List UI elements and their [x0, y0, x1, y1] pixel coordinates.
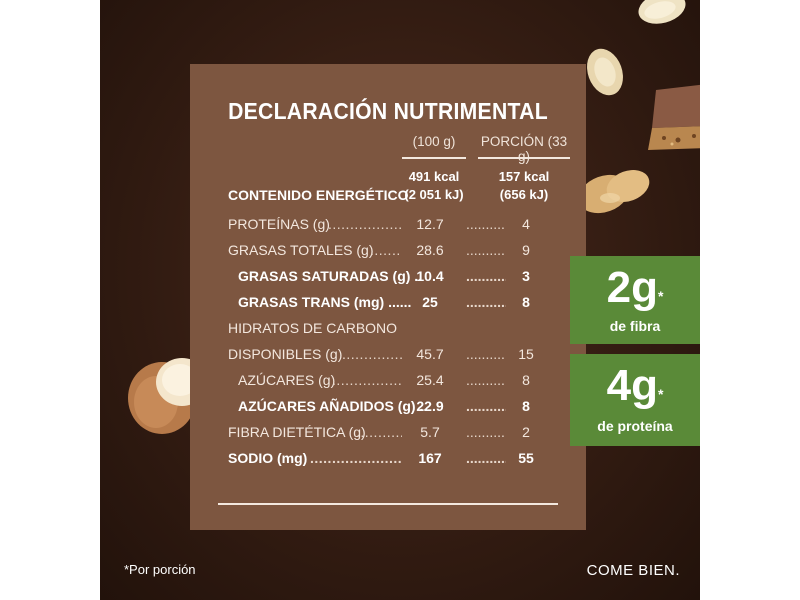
nutrient-label: PROTEÍNAS (g)	[228, 216, 330, 232]
nutrient-value-portion: 8	[522, 372, 530, 388]
nutrient-label: GRASAS TRANS (mg) ......	[238, 294, 412, 310]
nutrient-value-portion: 9	[522, 242, 530, 258]
energy-value-portion: 157 kcal (656 kJ)	[480, 168, 568, 204]
nutrient-row: GRASAS SATURADAS (g) .. 10.4 ...........…	[228, 264, 558, 288]
panel-bottom-rule	[218, 503, 558, 505]
nutrient-value-100g: 45.7	[416, 346, 444, 362]
nutrient-row: AZÚCARES (g) ....................... 25.…	[228, 368, 558, 392]
column-header-100g: (100 g)	[412, 134, 456, 149]
fiber-badge-value: 2g	[606, 263, 658, 312]
nutrient-label: SODIO (mg)	[228, 450, 308, 466]
nutrient-label: AZÚCARES AÑADIDOS (g) ..	[238, 398, 428, 414]
dot-leader: ..............	[466, 216, 506, 232]
nutrient-value-portion: 55	[518, 450, 534, 466]
nutrition-panel: DECLARACIÓN NUTRIMENTAL (100 g) PORCIÓN …	[190, 64, 586, 530]
protein-badge-mark: *	[657, 386, 664, 402]
energy-kcal-portion: 157 kcal	[498, 169, 550, 184]
nutrient-row: GRASAS TOTALES (g) .......... 28.6 .....…	[228, 238, 558, 262]
nutrient-value-100g: 25	[422, 294, 438, 310]
dot-leader: ..............	[466, 242, 506, 258]
nutrient-value-100g: 12.7	[416, 216, 444, 232]
nutrient-value-100g: 25.4	[416, 372, 444, 388]
nutrient-value-portion: 4	[522, 216, 530, 232]
nutrient-label: GRASAS TOTALES (g)	[228, 242, 374, 258]
dot-leader: ..........	[370, 242, 402, 258]
energy-kj-100g: (2 051 kJ)	[404, 187, 464, 202]
nutrient-value-100g: 10.4	[416, 268, 444, 284]
nutrient-label: DISPONIBLES (g)	[228, 346, 343, 362]
nutrient-row: PROTEÍNAS (g) ....................... 12…	[228, 212, 558, 236]
energy-kcal-100g: 491 kcal	[408, 169, 460, 184]
protein-badge-text: de proteína	[597, 418, 673, 434]
column-divider	[402, 157, 466, 159]
dot-leader: ...............	[356, 424, 402, 440]
nutrient-label: FIBRA DIETÉTICA (g)	[228, 424, 366, 440]
nutrient-row: AZÚCARES AÑADIDOS (g) .. 22.9 ..........…	[228, 394, 558, 418]
nutrient-value-portion: 8	[522, 398, 530, 414]
fiber-badge-text: de fibra	[609, 318, 661, 334]
dot-leader: ..............	[466, 294, 506, 310]
nutrient-row: FIBRA DIETÉTICA (g) ............... 5.7 …	[228, 420, 558, 444]
peanut-icon	[578, 170, 650, 214]
dot-leader: ..............	[466, 346, 506, 362]
fiber-badge-mark: *	[657, 288, 664, 304]
chocolate-piece-icon	[648, 84, 700, 150]
label-canvas: DECLARACIÓN NUTRIMENTAL (100 g) PORCIÓN …	[100, 0, 700, 600]
energy-label: CONTENIDO ENERGÉTICO	[228, 187, 409, 203]
energy-value-100g: 491 kcal (2 051 kJ)	[396, 168, 472, 204]
oat-flake-icon	[638, 0, 686, 24]
nutrient-row: HIDRATOS DE CARBONO	[228, 316, 558, 340]
dot-leader: ..............	[466, 398, 506, 414]
energy-kj-portion: (656 kJ)	[499, 187, 549, 202]
footnote: *Por porción	[124, 562, 196, 577]
dot-leader: ..............	[466, 268, 506, 284]
nutrient-value-portion: 15	[518, 346, 534, 362]
nutrient-group-label: HIDRATOS DE CARBONO	[228, 320, 398, 336]
panel-title: DECLARACIÓN NUTRIMENTAL	[228, 98, 548, 124]
protein-badge: 4g* de proteína	[570, 354, 700, 446]
protein-badge-value: 4g	[606, 361, 658, 410]
dot-leader: .......................	[332, 372, 402, 388]
dot-leader: ..............	[466, 372, 506, 388]
column-header-portion: PORCIÓN (33 g)	[480, 134, 568, 164]
nutrient-row: GRASAS TRANS (mg) ...... 25 ............…	[228, 290, 558, 314]
dot-leader: ...........................	[310, 450, 402, 466]
nutrient-label: AZÚCARES (g)	[238, 372, 336, 388]
nutrient-value-100g: 5.7	[420, 424, 440, 440]
dot-leader: ..............	[466, 424, 506, 440]
oat-flake-icon	[587, 48, 623, 96]
nutrient-value-100g: 22.9	[416, 398, 444, 414]
dot-leader: ....................	[342, 346, 402, 362]
nutrient-row: DISPONIBLES (g) .................... 45.…	[228, 342, 558, 366]
column-divider	[478, 157, 570, 159]
nutrient-label: GRASAS SATURADAS (g) ..	[238, 268, 423, 284]
nutrient-row: SODIO (mg) ........................... 1…	[228, 446, 558, 470]
nutrient-value-portion: 3	[522, 268, 530, 284]
nutrient-value-portion: 2	[522, 424, 530, 440]
nutrient-value-100g: 167	[418, 450, 442, 466]
fiber-badge: 2g* de fibra	[570, 256, 700, 344]
dot-leader: ..............	[466, 450, 506, 466]
nutrient-value-portion: 8	[522, 294, 530, 310]
dot-leader: .......................	[328, 216, 402, 232]
slogan: COME BIEN.	[586, 562, 680, 579]
nutrient-value-100g: 28.6	[416, 242, 444, 258]
